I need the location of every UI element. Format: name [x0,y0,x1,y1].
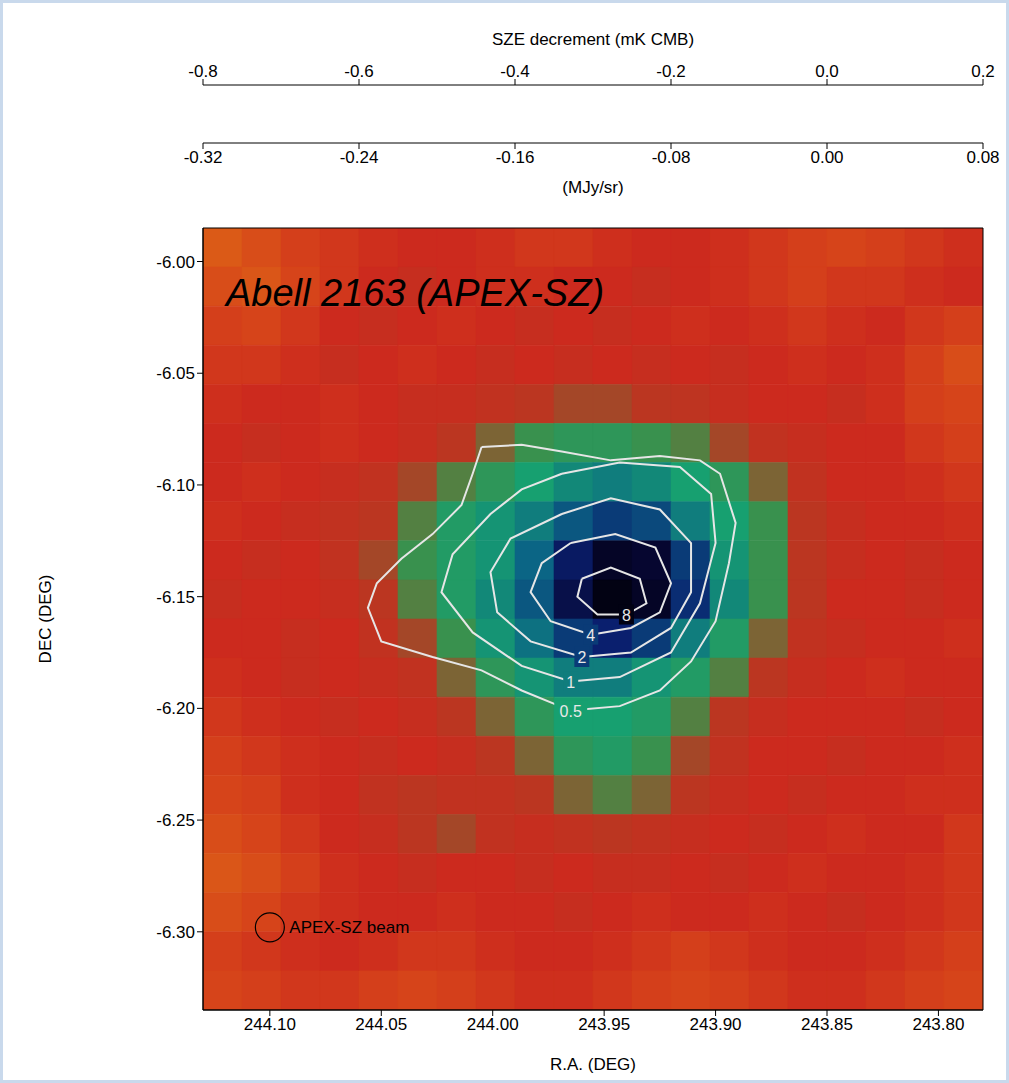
svg-text:-6.00: -6.00 [156,253,195,272]
svg-text:243.90: 243.90 [690,1015,742,1034]
svg-text:0.5: 0.5 [560,703,582,720]
svg-text:(MJy/sr): (MJy/sr) [562,178,623,197]
svg-text:-0.4: -0.4 [500,62,529,81]
svg-text:-0.32: -0.32 [184,148,223,167]
svg-text:244.10: 244.10 [244,1015,296,1034]
svg-text:1: 1 [566,674,575,691]
svg-text:-6.25: -6.25 [156,811,195,830]
svg-text:-0.24: -0.24 [340,148,379,167]
svg-text:-0.2: -0.2 [656,62,685,81]
svg-text:-6.30: -6.30 [156,923,195,942]
svg-text:244.05: 244.05 [355,1015,407,1034]
svg-text:243.85: 243.85 [801,1015,853,1034]
svg-text:0.0: 0.0 [815,62,839,81]
svg-text:-0.08: -0.08 [652,148,691,167]
svg-text:-6.15: -6.15 [156,588,195,607]
svg-text:243.95: 243.95 [578,1015,630,1034]
svg-text:-0.8: -0.8 [188,62,217,81]
svg-text:-6.05: -6.05 [156,364,195,383]
svg-text:0.00: 0.00 [810,148,843,167]
svg-text:4: 4 [586,627,595,644]
svg-text:APEX-SZ beam: APEX-SZ beam [289,918,409,937]
svg-text:-6.10: -6.10 [156,476,195,495]
svg-text:SZE decrement (mK CMB): SZE decrement (mK CMB) [492,30,694,49]
svg-text:2: 2 [577,649,586,666]
svg-text:243.80: 243.80 [912,1015,964,1034]
svg-text:244.00: 244.00 [467,1015,519,1034]
svg-text:DEC (DEG): DEC (DEG) [36,575,55,664]
html-text:Abell 2163 (APEX-SZ): Abell 2163 (APEX-SZ) [226,272,605,314]
svg-text:0.08: 0.08 [966,148,999,167]
svg-text:-0.16: -0.16 [496,148,535,167]
svg-text:-0.6: -0.6 [344,62,373,81]
svg-text:0.2: 0.2 [971,62,995,81]
svg-text:-6.20: -6.20 [156,699,195,718]
svg-text:8: 8 [622,607,631,624]
svg-text:R.A. (DEG): R.A. (DEG) [550,1055,636,1074]
